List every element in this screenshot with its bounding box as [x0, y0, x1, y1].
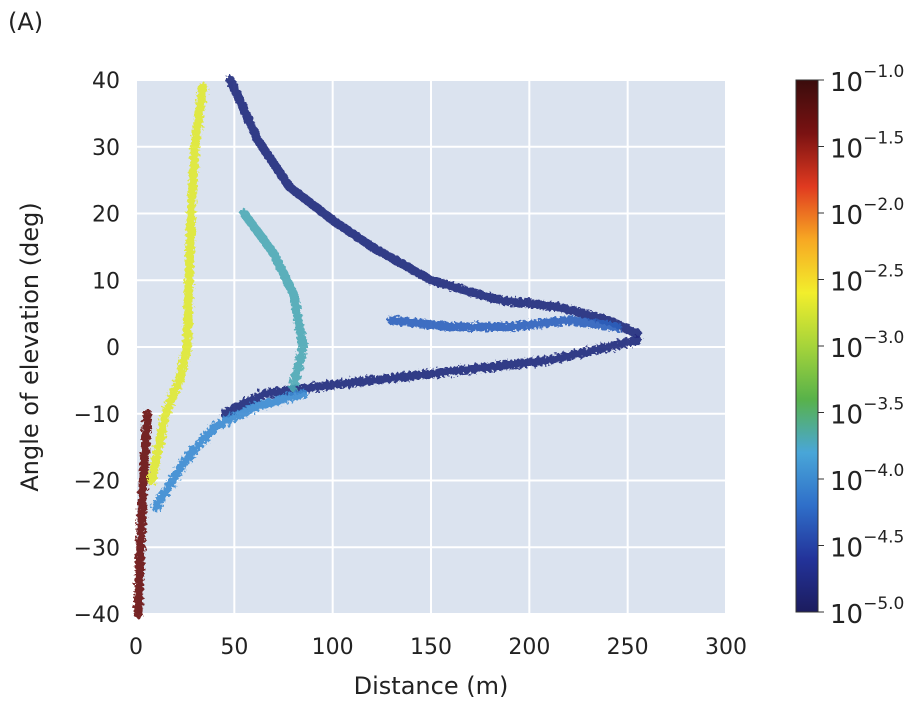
y-tick-label: −30	[74, 536, 120, 561]
colorbar-tick-exponent: −1.5	[863, 129, 904, 149]
colorbar-tick-label: 10−1.5	[830, 129, 904, 165]
colorbar-tick-base: 10	[830, 201, 863, 231]
colorbar	[795, 79, 819, 613]
y-tick-label: 10	[92, 269, 120, 294]
x-tick-label: 200	[508, 635, 550, 660]
y-axis-label: Angle of elevation (deg)	[16, 202, 44, 491]
colorbar-tick-exponent: −2.0	[863, 195, 904, 215]
y-tick-label: 40	[92, 69, 120, 94]
colorbar-tick-label: 10−2.5	[830, 262, 904, 298]
colorbar-tick-exponent: −1.0	[863, 62, 904, 82]
feature-main-lobe-core	[387, 315, 623, 332]
colorbar-tick-base: 10	[830, 334, 863, 364]
colorbar-tick-base: 10	[830, 600, 863, 630]
y-tick-label: 30	[92, 136, 120, 161]
colorbar-tick-base: 10	[830, 534, 863, 564]
x-tick-label: 250	[607, 635, 649, 660]
colorbar-tick-exponent: −5.0	[863, 594, 904, 614]
y-tick-label: 0	[106, 336, 120, 361]
x-tick-label: 0	[129, 635, 143, 660]
feature-upper-beam-edge	[225, 75, 642, 339]
x-axis-label: Distance (m)	[354, 672, 509, 700]
colorbar-tick-exponent: −3.0	[863, 328, 904, 348]
colorbar-tick-exponent: −3.5	[863, 395, 904, 415]
y-tick-label: −10	[74, 403, 120, 428]
colorbar-tick-base: 10	[830, 401, 863, 431]
colorbar-tick-label: 10−3.5	[830, 395, 904, 431]
colorbar-tick-label: 10−4.0	[830, 461, 904, 497]
colorbar-tick-base: 10	[830, 268, 863, 298]
colorbar-tick-label: 10−1.0	[830, 62, 904, 98]
x-tick-label: 300	[705, 635, 747, 660]
x-tick-label: 100	[312, 635, 354, 660]
colorbar-tick-label: 10−2.0	[830, 195, 904, 231]
y-tick-label: −20	[74, 470, 120, 495]
colorbar-tick-base: 10	[830, 135, 863, 165]
feature-lower-beam-edge	[220, 335, 642, 419]
feature-inner-lobe	[239, 209, 308, 392]
y-tick-label: 20	[92, 203, 120, 228]
colorbar-tick-base: 10	[830, 68, 863, 98]
colorbar-tick-exponent: −4.5	[863, 528, 904, 548]
feature-source-region	[133, 409, 153, 619]
x-tick-label: 50	[220, 635, 248, 660]
panel-label: (A)	[8, 8, 44, 36]
feature-lower-beam-floor	[151, 389, 308, 512]
x-tick-label: 150	[410, 635, 452, 660]
y-tick-label: −40	[74, 603, 120, 628]
colorbar-tick-exponent: −4.0	[863, 461, 904, 481]
heatmap-features	[133, 75, 642, 619]
feature-near-field-band	[147, 82, 208, 485]
colorbar-tick-exponent: −2.5	[863, 262, 904, 282]
colorbar-tick-base: 10	[830, 467, 863, 497]
colorbar-tick-label: 10−3.0	[830, 328, 904, 364]
colorbar-tick-label: 10−5.0	[830, 594, 904, 630]
colorbar-tick-label: 10−4.5	[830, 528, 904, 564]
